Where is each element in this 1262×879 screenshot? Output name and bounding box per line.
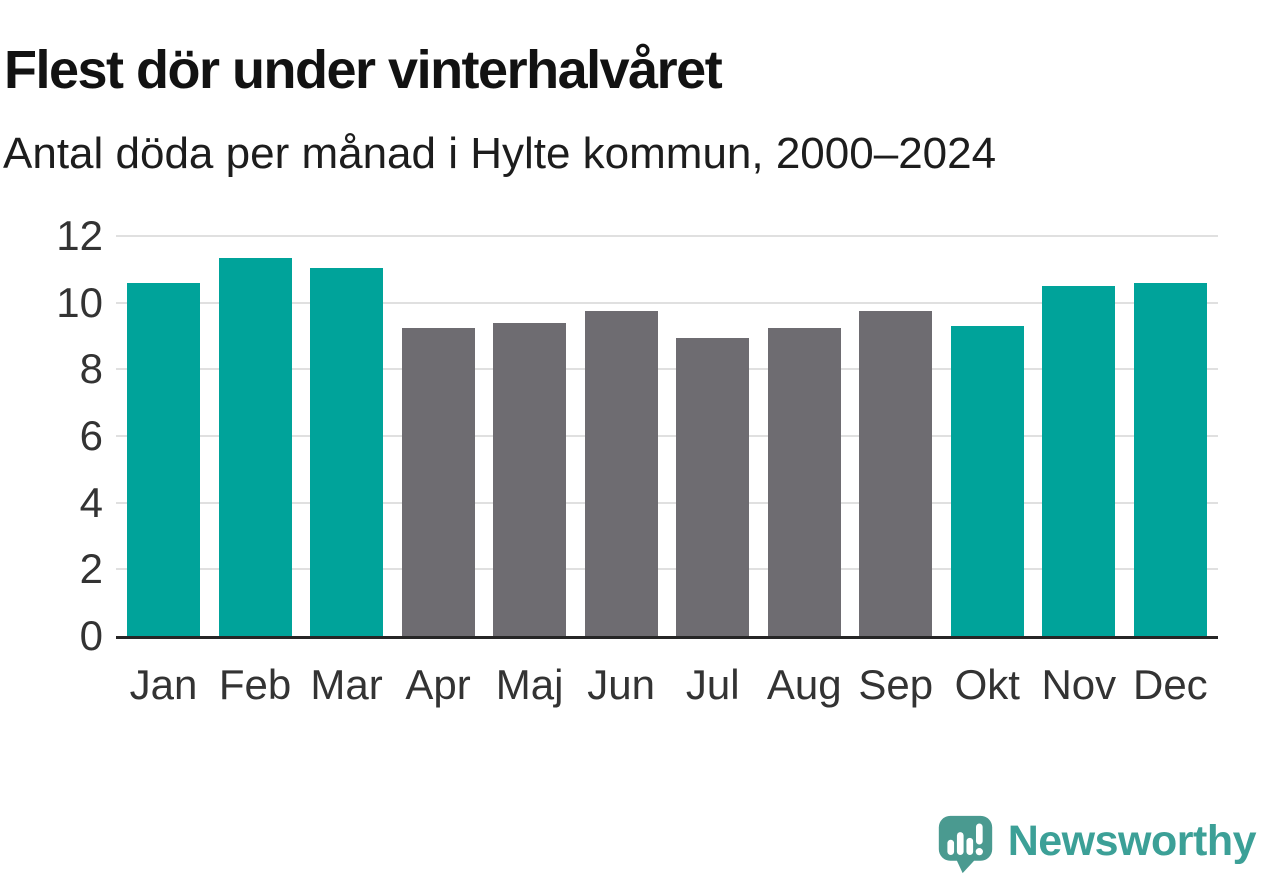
bar-nov	[1042, 286, 1116, 636]
bar-mar	[310, 267, 384, 636]
x-axis-label-jun: Jun	[587, 661, 656, 708]
x-axis-label-mar: Mar	[310, 661, 383, 708]
x-axis-label-apr: Apr	[405, 661, 471, 708]
brand-name: Newsworthy	[1007, 817, 1257, 865]
bar-group-maj: Maj	[493, 236, 567, 706]
bar-apr	[401, 327, 475, 636]
brand-footer: Newsworthy	[935, 814, 1257, 875]
chart-title: Flest dör under vinterhalvåret	[4, 40, 723, 101]
gridline-y-4	[116, 501, 1218, 504]
bar-group-jun: Jun	[584, 236, 658, 706]
x-axis-label-maj: Maj	[495, 661, 564, 708]
bar-feb	[218, 257, 292, 636]
plot-area: Jan Feb Mar Apr Maj Jun Jul Aug Sep Okt Nov Dec 0 2 4…	[56, 215, 1218, 706]
bar-group-feb: Feb	[218, 236, 292, 706]
y-axis-tick-0: 0	[79, 612, 103, 659]
bar-group-aug: Aug	[767, 236, 842, 706]
chart-subtitle: Antal döda per månad i Hylte kommun, 200…	[3, 129, 997, 178]
y-axis-tick-6: 6	[79, 412, 103, 459]
bar-jul	[676, 337, 750, 636]
y-axis-tick-10: 10	[56, 278, 103, 326]
y-axis-tick-2: 2	[79, 545, 103, 593]
bar-group-sep: Sep	[858, 236, 933, 706]
bar-aug	[767, 327, 841, 636]
x-axis-label-dec: Dec	[1132, 661, 1208, 708]
y-axis-tick-8: 8	[79, 345, 103, 393]
bar-group-okt: Okt	[950, 236, 1024, 706]
gridline-y-10	[116, 301, 1218, 304]
x-axis-label-jan: Jan	[129, 661, 198, 708]
gridline-y-8	[116, 368, 1218, 371]
x-axis-label-okt: Okt	[954, 661, 1020, 708]
x-axis-label-jul: Jul	[685, 661, 740, 708]
bar-sep	[859, 311, 933, 636]
y-axis-tick-12: 12	[56, 212, 103, 259]
gridline-y-2	[116, 568, 1218, 571]
bar-maj	[493, 322, 567, 636]
bars-layer: Jan Feb Mar Apr Maj Jun Jul Aug Sep Okt Nov Dec	[116, 236, 1218, 706]
x-axis-label-feb: Feb	[218, 661, 292, 708]
bar-okt	[950, 326, 1024, 636]
bar-dec	[1133, 282, 1207, 636]
bar-group-dec: Dec	[1133, 236, 1208, 706]
bar-group-nov: Nov	[1041, 236, 1116, 706]
y-axis-tick-4: 4	[79, 478, 103, 526]
x-axis-label-sep: Sep	[858, 661, 934, 708]
bar-group-jan: Jan	[127, 236, 200, 706]
newsworthy-logo-icon	[938, 815, 992, 874]
gridline-y-12	[116, 235, 1218, 237]
x-axis-label-aug: Aug	[766, 661, 842, 708]
bar-jan	[127, 282, 200, 636]
bar-group-mar: Mar	[310, 236, 384, 706]
bar-group-jul: Jul	[676, 236, 750, 706]
bar-group-apr: Apr	[401, 236, 475, 706]
x-axis-label-nov: Nov	[1041, 661, 1117, 708]
gridline-y-6	[116, 435, 1218, 437]
bar-jun	[584, 311, 658, 636]
